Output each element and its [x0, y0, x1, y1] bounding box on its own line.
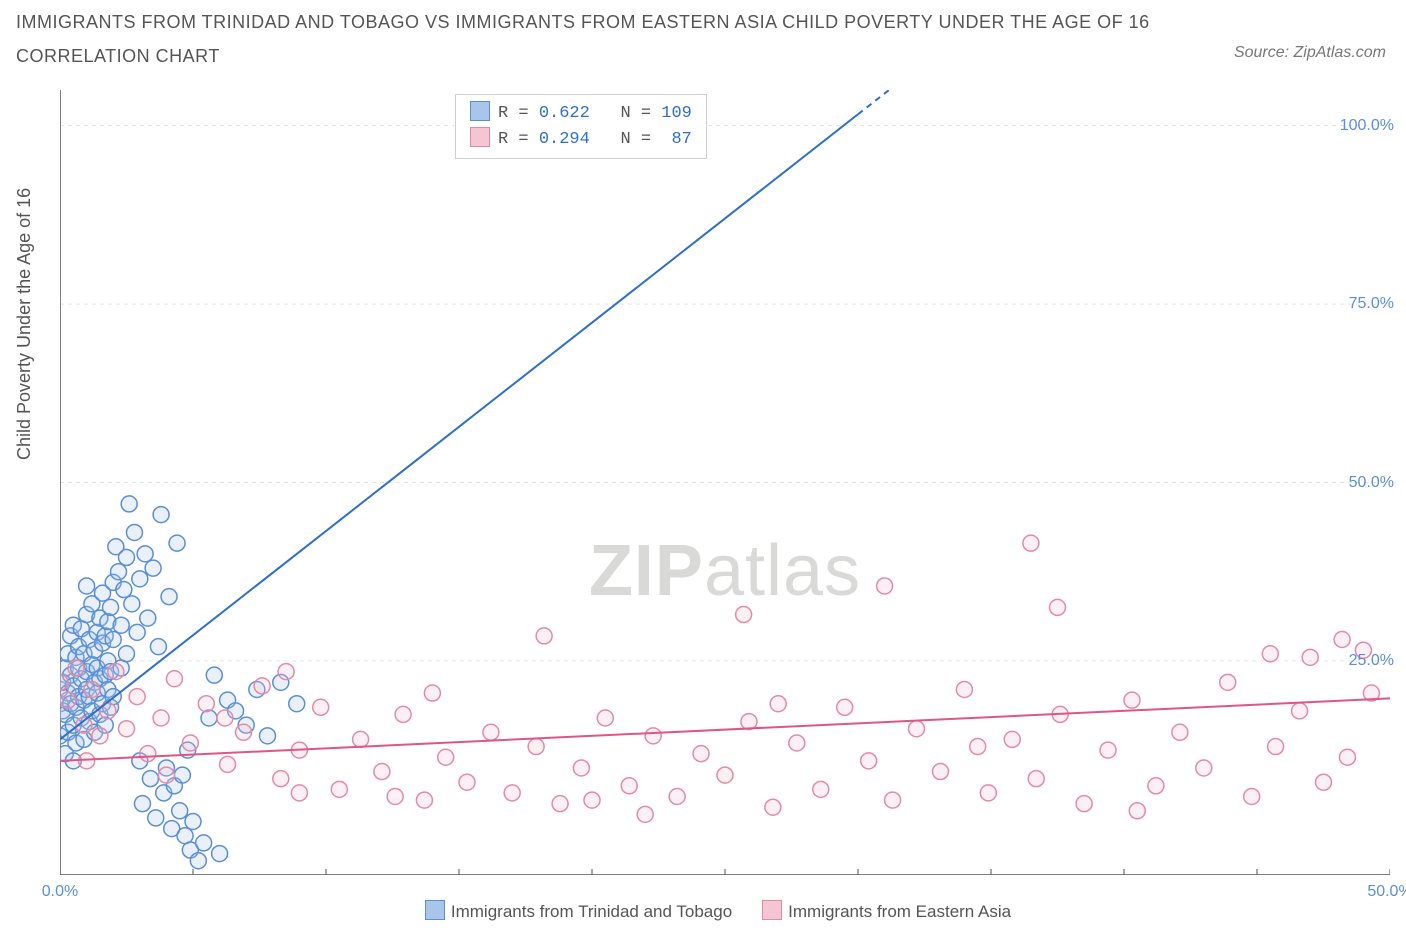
y-tick-label: 25.0% — [1349, 652, 1394, 670]
stat-row: R = 0.622 N = 109 — [470, 101, 692, 127]
y-tick-label: 50.0% — [1349, 474, 1394, 492]
y-tick-label: 75.0% — [1349, 295, 1394, 313]
legend-bottom: Immigrants from Trinidad and Tobago Immig… — [0, 900, 1406, 922]
x-tick-label: 50.0% — [1367, 883, 1406, 901]
correlation-stat-box: R = 0.622 N = 109R = 0.294 N = 87 — [455, 94, 707, 159]
legend-swatch — [425, 900, 445, 920]
scatter-chart-svg — [60, 90, 1390, 875]
chart-title-sub: CORRELATION CHART — [16, 46, 220, 67]
legend-label: Immigrants from Eastern Asia — [788, 902, 1011, 921]
chart-title-main: IMMIGRANTS FROM TRINIDAD AND TOBAGO VS I… — [16, 12, 1150, 33]
y-tick-label: 100.0% — [1340, 117, 1394, 135]
source-attribution: Source: ZipAtlas.com — [1234, 44, 1386, 62]
legend-label: Immigrants from Trinidad and Tobago — [451, 902, 732, 921]
chart-plot-area: ZIPatlas R = 0.622 N = 109R = 0.294 N = … — [60, 90, 1390, 875]
x-tick-label: 0.0% — [42, 883, 78, 901]
legend-swatch — [762, 900, 782, 920]
stat-row: R = 0.294 N = 87 — [470, 127, 692, 153]
y-axis-label: Child Poverty Under the Age of 16 — [14, 188, 35, 460]
